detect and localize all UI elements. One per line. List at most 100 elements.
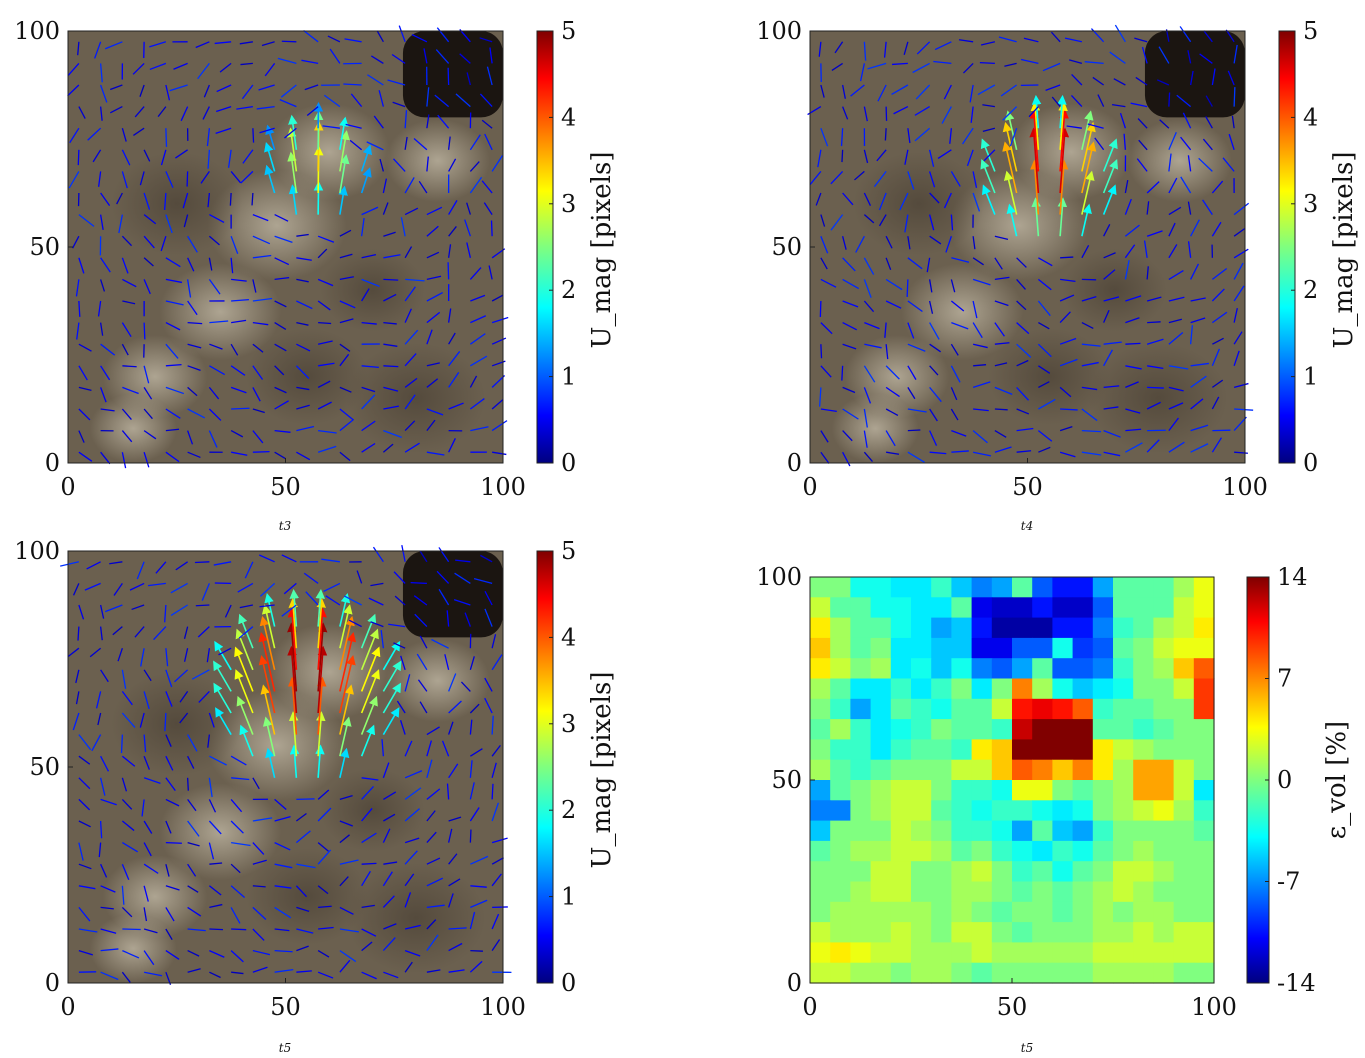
vector-arrow [361, 253, 377, 259]
vector-arrow [187, 430, 194, 445]
vector-arrow [339, 408, 354, 421]
vector-arrow [121, 149, 131, 166]
heatmap-cell [1153, 698, 1175, 720]
heatmap-cell [1052, 678, 1074, 700]
vector-arrow [289, 744, 300, 778]
vector-arrow [863, 192, 872, 206]
vector-arrow [994, 446, 1012, 453]
vector-arrow [491, 634, 497, 649]
heatmap-cell [1012, 577, 1033, 598]
vector-arrow [274, 257, 290, 266]
vector-arrow [339, 116, 349, 150]
heatmap-cell [951, 759, 973, 781]
vector-arrow [306, 106, 319, 116]
heatmap-cell [1113, 962, 1134, 984]
heatmap-cell [830, 678, 851, 700]
vector-arrow [100, 885, 116, 893]
vector-arrow [200, 171, 210, 184]
vector-arrow [187, 863, 197, 877]
heatmap-cell [890, 861, 912, 883]
vector-arrow [436, 570, 450, 584]
vector-arrow [404, 110, 408, 129]
heatmap-cell [1193, 962, 1215, 984]
vector-arrow [470, 899, 488, 908]
vector-arrow [867, 62, 887, 70]
vector-arrow [231, 278, 247, 282]
vector-arrow [1233, 228, 1246, 237]
heatmap-cell [890, 658, 912, 680]
vector-arrow [418, 180, 428, 194]
vector-arrow [893, 106, 909, 115]
vector-arrow [469, 375, 478, 388]
vector-arrow [261, 41, 275, 47]
heatmap-cell [1173, 577, 1195, 598]
vector-arrow [97, 300, 102, 317]
vector-arrow [121, 669, 127, 689]
heatmap-cell [931, 719, 952, 740]
vector-arrow [259, 127, 275, 134]
colorbar-tick-label: 1 [561, 363, 576, 391]
vector-arrow [1002, 106, 1018, 121]
heatmap-cell [1153, 840, 1175, 862]
heatmap-cell [1113, 739, 1134, 761]
vector-arrow [78, 777, 91, 790]
heatmap-cell [870, 962, 892, 984]
vector-arrow [864, 343, 882, 349]
heatmap-cell [1092, 861, 1114, 883]
vector-arrow [287, 622, 298, 692]
heatmap-cell [1193, 881, 1215, 903]
vector-arrow [187, 841, 200, 847]
vector-arrow [977, 84, 996, 96]
heatmap-cell [830, 861, 851, 883]
vector-arrow [274, 235, 293, 244]
vector-arrow [194, 561, 210, 564]
heatmap-cell [1072, 901, 1094, 923]
vector-arrow [907, 300, 923, 313]
heatmap-cell [1193, 759, 1215, 781]
vector-arrow [295, 365, 310, 379]
heatmap-cell [911, 780, 932, 801]
vector-arrow [383, 791, 397, 800]
panel-3-colorbar-label: U_mag [pixels] [587, 672, 617, 869]
vector-arrow [469, 960, 483, 973]
x-tick-label: 50 [270, 473, 301, 501]
vector-arrow [382, 871, 393, 887]
heatmap-cell [931, 820, 952, 842]
vector-arrow [1081, 361, 1099, 367]
vector-arrow [91, 734, 102, 752]
vector-arrow [360, 628, 379, 671]
vector-arrow [208, 408, 222, 421]
vector-arrow [187, 820, 200, 837]
heatmap-cell [810, 597, 831, 619]
vector-arrow [121, 343, 129, 356]
vector-arrow [195, 41, 210, 49]
vector-arrow [929, 386, 942, 403]
vector-arrow [885, 408, 899, 416]
vector-arrow [1081, 141, 1097, 194]
vector-arrow [318, 429, 337, 434]
vector-arrow [928, 149, 935, 167]
vector-arrow [284, 127, 297, 139]
vector-arrow [99, 214, 104, 230]
vector-arrow [361, 278, 380, 288]
heatmap-cell [870, 637, 892, 659]
heatmap-cell [830, 840, 851, 862]
heatmap-cell [1153, 719, 1175, 740]
vector-arrow [854, 170, 865, 181]
vector-arrow [1180, 176, 1192, 194]
vector-arrow [230, 798, 243, 813]
vector-arrow [994, 430, 1007, 438]
vector-arrow [842, 430, 853, 442]
vector-arrow [448, 158, 457, 172]
heatmap-cell [810, 658, 831, 680]
vector-arrow [120, 734, 124, 754]
vector-arrow [78, 842, 84, 861]
vector-arrow [383, 386, 399, 392]
vector-arrow [884, 128, 887, 141]
vector-arrow [209, 214, 225, 224]
heatmap-cell [1032, 617, 1053, 639]
vector-arrow [339, 386, 352, 393]
vector-arrow [339, 950, 357, 963]
vector-arrow [84, 582, 101, 591]
